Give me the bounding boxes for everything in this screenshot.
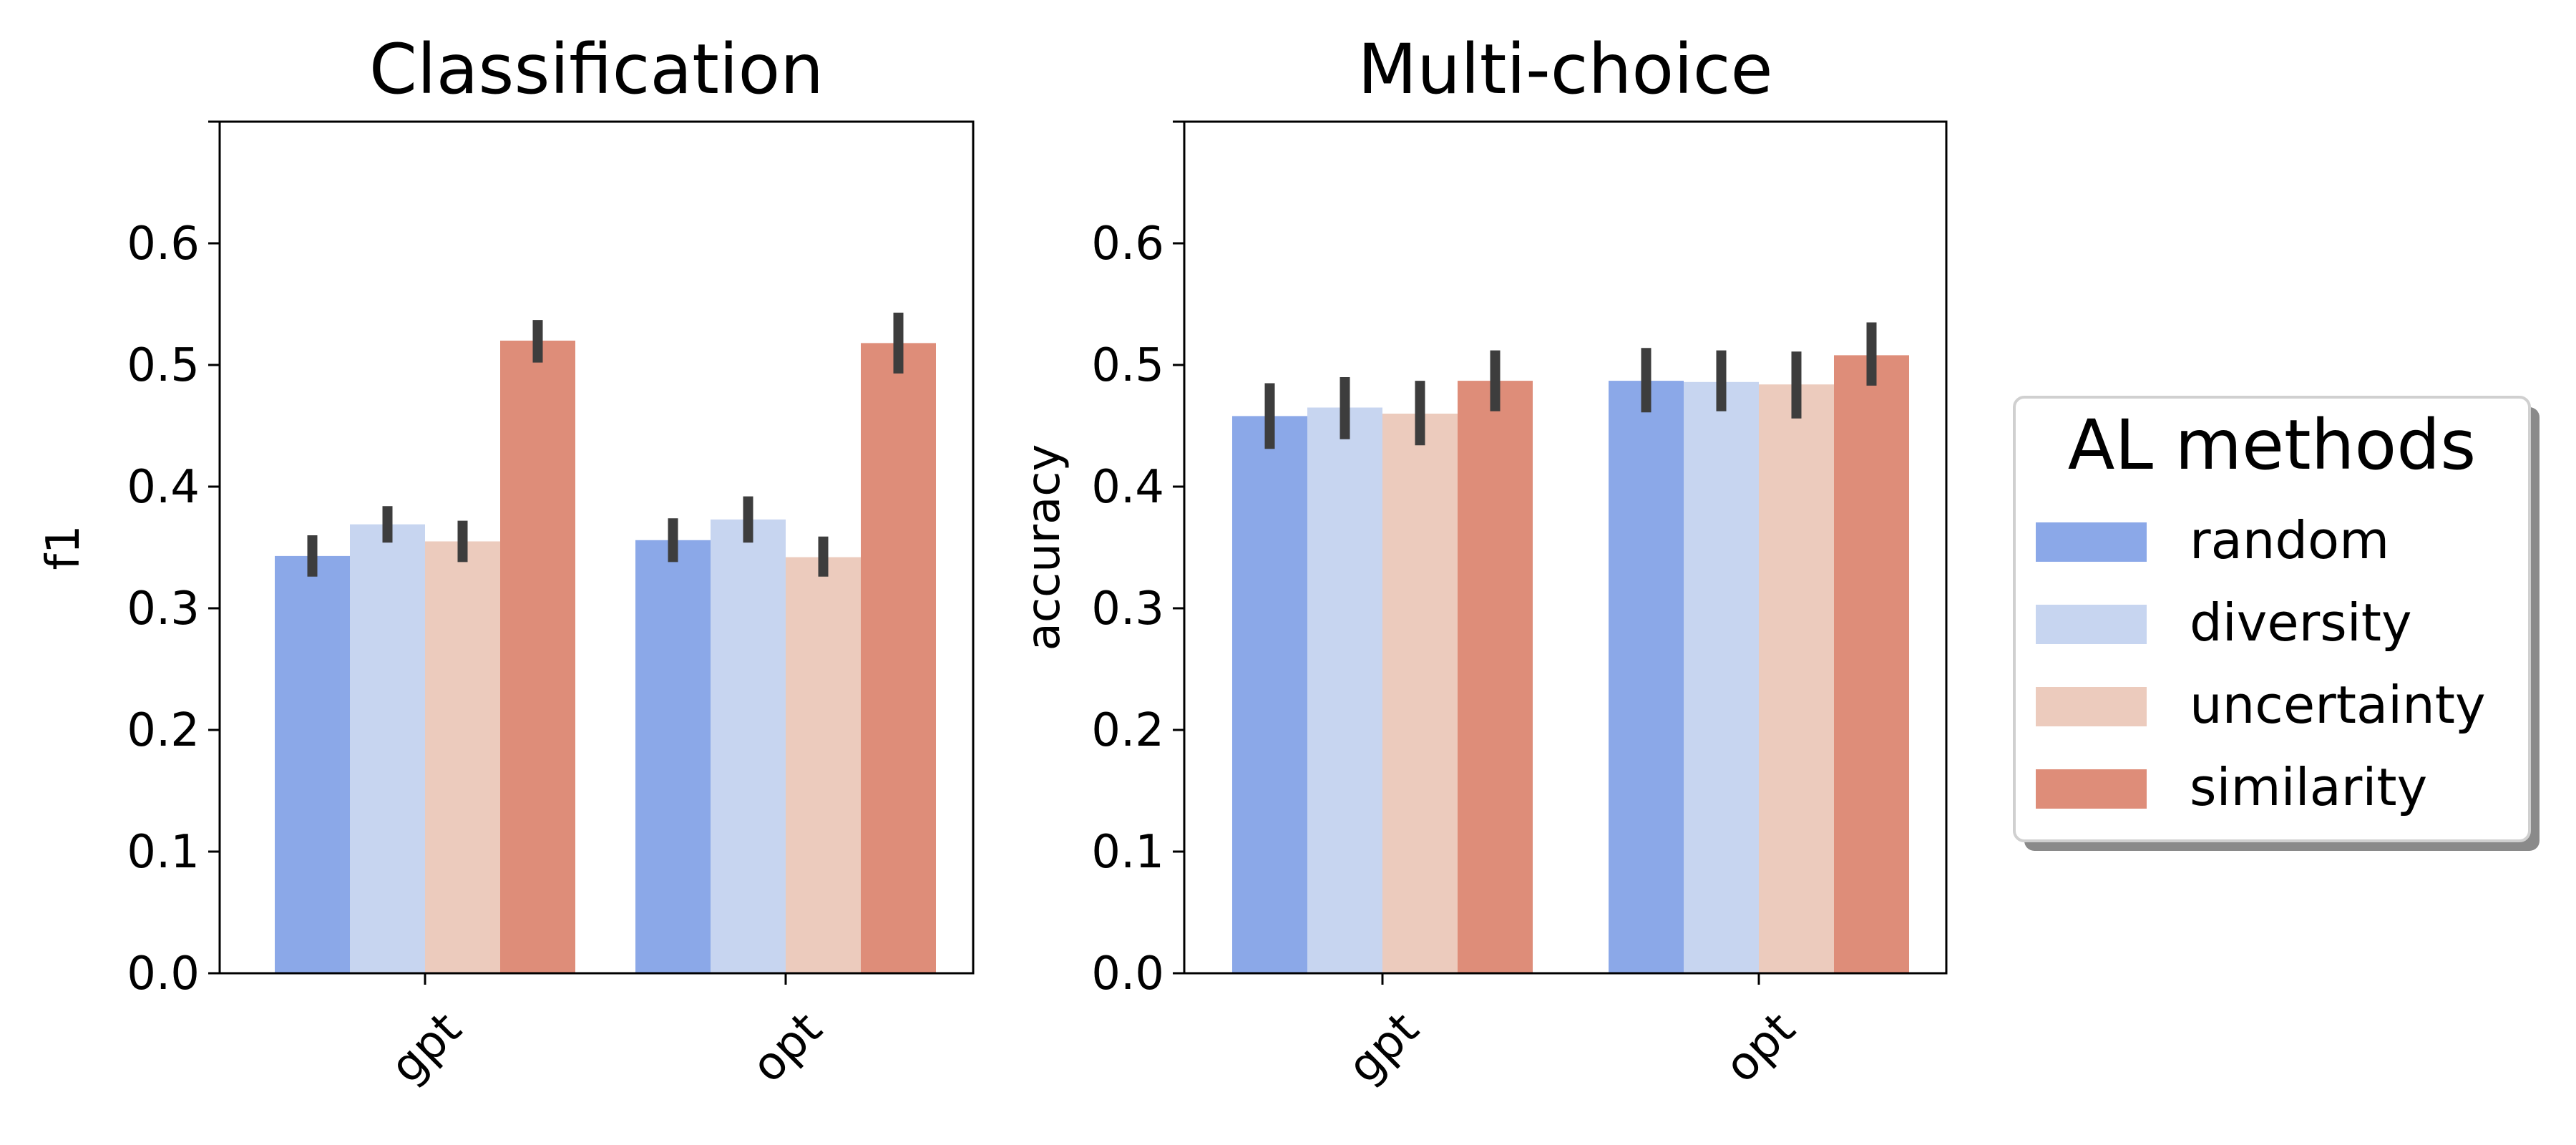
y-tick-label: 0.3 bbox=[127, 583, 200, 635]
legend: AL methods random diversity uncertainty simi… bbox=[2013, 396, 2540, 851]
plot-frame bbox=[218, 120, 975, 975]
y-tick-label: 0.2 bbox=[127, 704, 200, 757]
legend-swatch-similarity bbox=[2036, 769, 2147, 809]
bar-random-opt bbox=[1609, 381, 1684, 973]
bar-diversity-gpt bbox=[1307, 407, 1382, 973]
y-tick-label: 0.6 bbox=[1091, 218, 1164, 271]
legend-label-similarity: similarity bbox=[2190, 757, 2427, 817]
bar-diversity-gpt bbox=[350, 524, 425, 973]
legend-swatch-random bbox=[2036, 522, 2147, 562]
bar-similarity-gpt bbox=[500, 341, 575, 973]
chart-title: Classification bbox=[369, 29, 824, 109]
legend-swatch-uncertainty bbox=[2036, 687, 2147, 726]
y-tick-label: 0.0 bbox=[127, 947, 200, 1000]
y-tick-label: 0.1 bbox=[1091, 826, 1164, 879]
y-tick-label: 0.3 bbox=[1091, 583, 1164, 635]
panel-0: Classificationf10.00.10.20.30.40.50.6gpt… bbox=[37, 29, 975, 1093]
bar-diversity-opt bbox=[711, 519, 786, 973]
panels: Classificationf10.00.10.20.30.40.50.6gpt… bbox=[37, 29, 1948, 1093]
legend-box bbox=[2013, 396, 2531, 842]
bar-random-gpt bbox=[275, 555, 350, 973]
bar-random-gpt bbox=[1232, 416, 1307, 973]
y-tick-label: 0.2 bbox=[1091, 704, 1164, 757]
chart-title: Multi-choice bbox=[1357, 29, 1772, 109]
bar-random-opt bbox=[635, 540, 711, 973]
bar-uncertainty-opt bbox=[786, 557, 861, 973]
legend-title: AL methods bbox=[2068, 405, 2476, 485]
plot-frame bbox=[1183, 120, 1948, 975]
bar-uncertainty-opt bbox=[1759, 384, 1834, 973]
legend-label-random: random bbox=[2190, 510, 2389, 570]
bar-similarity-gpt bbox=[1458, 381, 1533, 973]
y-axis-label: f1 bbox=[37, 525, 90, 570]
bar-diversity-opt bbox=[1684, 381, 1759, 973]
panel-1: Multi-choice accuracy 0.0 0.1 0.2 0.3 0.4 0.5 0.… bbox=[1018, 29, 1948, 1093]
bar-similarity-opt bbox=[861, 343, 936, 973]
legend-swatch-diversity bbox=[2036, 605, 2147, 644]
y-tick-label: 0.6 bbox=[127, 218, 200, 271]
y-tick-label: 0.4 bbox=[127, 461, 200, 514]
y-axis-label: accuracy bbox=[1018, 444, 1070, 651]
bar-similarity-opt bbox=[1834, 355, 1909, 973]
y-tick-label: 0.0 bbox=[1091, 947, 1164, 1000]
y-tick-label: 0.5 bbox=[127, 339, 200, 392]
y-tick-label: 0.1 bbox=[127, 826, 200, 879]
y-tick-label: 0.4 bbox=[1091, 461, 1164, 514]
y-tick-label: 0.5 bbox=[1091, 339, 1164, 392]
legend-label-uncertainty: uncertainty bbox=[2190, 675, 2486, 735]
bar-uncertainty-gpt bbox=[1382, 414, 1458, 973]
bar-uncertainty-gpt bbox=[425, 541, 500, 973]
legend-label-diversity: diversity bbox=[2190, 593, 2412, 653]
